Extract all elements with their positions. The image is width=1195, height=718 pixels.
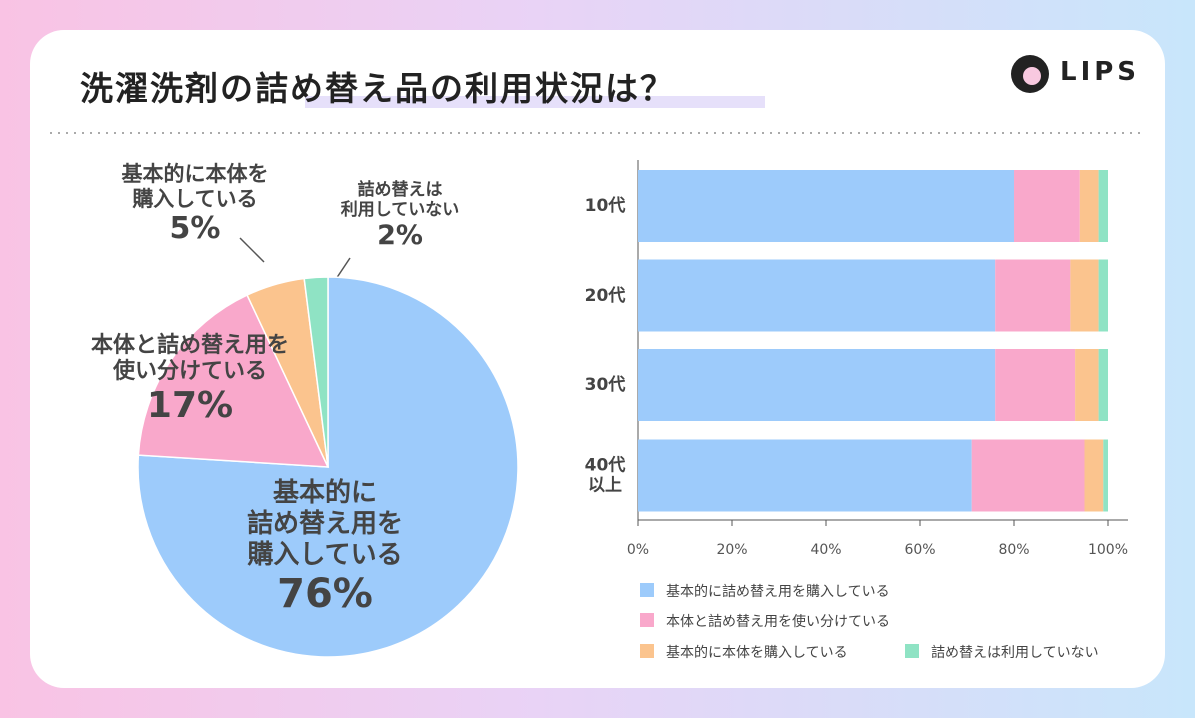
bar-segment <box>638 170 1014 242</box>
leader-line <box>239 237 265 263</box>
pie-label: 基本的に 詰め替え用を 購入している 76% <box>247 478 403 616</box>
pie-slice <box>303 276 329 468</box>
bar-segment <box>638 259 996 332</box>
y-tick-label: 20代 <box>584 285 626 306</box>
bar-segment <box>1098 259 1108 332</box>
bar-segment <box>1070 259 1099 332</box>
x-tick-label: 20% <box>716 542 747 558</box>
brand: LIPS <box>1060 57 1141 87</box>
title: 洗濯洗剤の詰め替え品の利用状況は？ <box>80 69 675 108</box>
y-tick-label: 30代 <box>584 374 626 395</box>
x-tick-label: 80% <box>998 542 1029 558</box>
legend-label: 本体と詰め替え用を使い分けている <box>666 614 890 630</box>
pie-label: 本体と詰め替え用を 使い分けている 17% <box>91 333 289 425</box>
legend-swatch <box>640 644 654 658</box>
brand-icon-inner <box>1023 67 1041 85</box>
pie-label: 詰め替えは 利用していない 2% <box>341 180 460 250</box>
legend-swatch <box>905 644 919 658</box>
pie-value: 76% <box>277 570 373 617</box>
pie-category: 詰め替えは 利用していない <box>340 180 460 221</box>
legend-label: 基本的に本体を購入している <box>666 645 848 661</box>
legend-label: 基本的に詰め替え用を購入している <box>666 584 890 600</box>
bar-segment <box>638 349 996 421</box>
bar-segment <box>995 349 1076 421</box>
bar-segment <box>638 439 972 512</box>
pie-value: 5% <box>169 211 221 247</box>
bar-segment <box>1098 349 1108 421</box>
legend-swatch <box>640 583 654 597</box>
bar-segment <box>1098 170 1108 242</box>
pie-category: 基本的に 詰め替え用を 購入している <box>246 478 404 571</box>
bar-segment <box>1079 170 1099 242</box>
bar-segment <box>1084 439 1104 512</box>
x-tick-label: 40% <box>810 542 841 558</box>
legend-swatch <box>640 613 654 627</box>
pie-category: 基本的に本体を 購入している <box>121 162 269 212</box>
pie-value: 17% <box>146 384 234 426</box>
legend-label: 詰め替えは利用していない <box>931 645 1099 661</box>
x-tick-label: 0% <box>627 542 649 558</box>
x-tick-label: 60% <box>904 542 935 558</box>
y-tick-label: 10代 <box>584 195 626 216</box>
y-tick-label: 40代 以上 <box>584 455 626 496</box>
bar-segment <box>1014 170 1080 242</box>
pie-category: 本体と詰め替え用を 使い分けている <box>90 333 290 385</box>
bar-segment <box>995 259 1071 332</box>
bar-segment <box>1103 439 1108 512</box>
pie-value: 2% <box>377 219 423 251</box>
bar-segment <box>1075 349 1099 421</box>
pie-label: 基本的に本体を 購入している 5% <box>122 162 269 245</box>
bar-segment <box>971 439 1085 512</box>
pie-slice <box>137 294 330 468</box>
x-tick-label: 100% <box>1088 542 1128 558</box>
title-highlight <box>305 96 765 108</box>
